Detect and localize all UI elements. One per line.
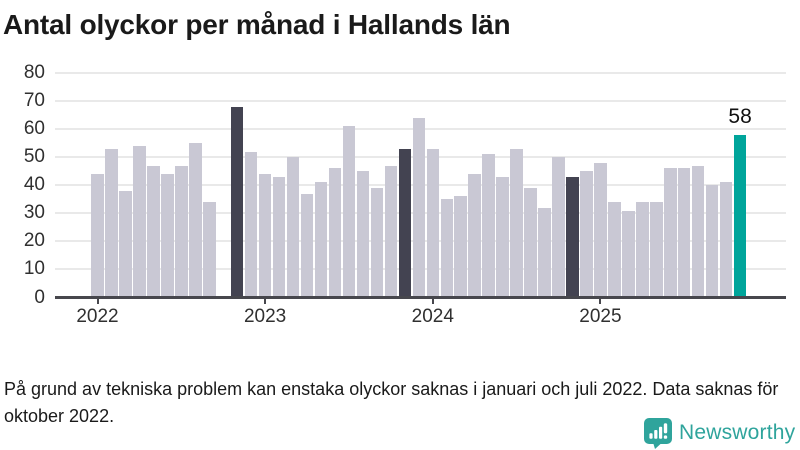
y-axis-label-60: 60 (23, 118, 45, 140)
footnote: På grund av tekniska problem kan enstaka… (4, 379, 779, 426)
current-bar-value-label: 58 (728, 104, 752, 128)
bar-2024-09 (538, 207, 551, 298)
newsworthy-wordmark: Newsworthy (679, 421, 796, 444)
bar-2023-07 (342, 126, 356, 298)
y-axis-label-30: 30 (23, 202, 45, 224)
bar-2024-03 (454, 196, 467, 298)
bar-2025-07 (677, 168, 691, 298)
bar-2024-01 (426, 148, 440, 298)
bar-2024-06 (496, 176, 509, 298)
bar-2025-05 (650, 202, 663, 298)
x-axis-tick-2025 (599, 299, 602, 304)
x-axis-label-2025: 2025 (579, 306, 622, 327)
bar-2022-08 (189, 143, 202, 298)
bar-highlight-2022-11 (230, 106, 244, 298)
chart-title: Antal olyckor per månad i Hallands län (3, 9, 511, 40)
bar-2022-03 (119, 190, 132, 298)
bar-2022-12 (244, 151, 258, 298)
bar-2023-04 (300, 193, 314, 298)
x-axis-tick-2023 (264, 299, 267, 304)
bar-2025-03 (622, 210, 635, 298)
bar-2023-08 (356, 171, 370, 298)
bar-2022-02 (105, 148, 118, 298)
x-axis-tick-2022 (96, 299, 99, 304)
bar-2022-07 (175, 165, 188, 298)
bar-2024-05 (482, 154, 495, 298)
y-axis-label-20: 20 (23, 230, 45, 252)
y-axis-label-80: 80 (23, 62, 45, 83)
bar-2025-09 (705, 185, 719, 298)
bar-2023-03 (286, 157, 300, 298)
y-axis-label-50: 50 (23, 146, 45, 168)
bar-2024-08 (524, 188, 537, 298)
x-axis-tick-2024 (431, 299, 434, 304)
bar-2023-09 (370, 188, 384, 298)
bar-2023-12 (412, 117, 426, 298)
bar-2024-12 (580, 171, 593, 298)
x-axis-label-2024: 2024 (411, 306, 454, 327)
bar-2023-06 (328, 168, 342, 298)
bar-2022-01 (91, 174, 104, 298)
bar-2023-02 (272, 176, 286, 298)
plot-area (55, 72, 786, 298)
bar-2023-10 (384, 165, 398, 298)
y-axis-label-10: 10 (23, 258, 45, 280)
newsworthy-logo: Newsworthy (644, 418, 800, 450)
y-axis-label-40: 40 (23, 174, 45, 196)
bar-2024-02 (440, 199, 453, 298)
bar-highlight-2024-11 (566, 176, 579, 298)
bar-2025-01 (594, 162, 607, 298)
bar-2022-04 (133, 145, 146, 298)
bar-2025-06 (664, 168, 677, 298)
gridline-80 (55, 72, 786, 74)
bar-2022-06 (161, 174, 174, 298)
bar-2025-02 (608, 202, 621, 298)
bar-2023-05 (314, 182, 328, 298)
bar-2025-04 (636, 202, 649, 298)
x-axis-label-2023: 2023 (243, 306, 287, 327)
bar-2022-09 (203, 202, 216, 298)
bar-current-2025-11 (733, 134, 747, 298)
bar-highlight-2023-11 (398, 148, 412, 298)
y-axis-label-70: 70 (23, 90, 45, 112)
y-axis-label-0: 0 (34, 286, 45, 308)
bar-2023-01 (258, 174, 272, 298)
gridline-70 (55, 100, 786, 103)
newsworthy-pin-icon (644, 418, 672, 450)
bar-2024-10 (552, 157, 565, 298)
bar-2025-10 (719, 182, 733, 298)
bar-2025-08 (691, 165, 705, 298)
bar-2022-05 (147, 165, 160, 298)
x-axis-label-2022: 2022 (76, 306, 119, 327)
x-axis-line (55, 296, 786, 299)
bar-2024-04 (468, 174, 481, 298)
bar-2024-07 (510, 148, 523, 298)
